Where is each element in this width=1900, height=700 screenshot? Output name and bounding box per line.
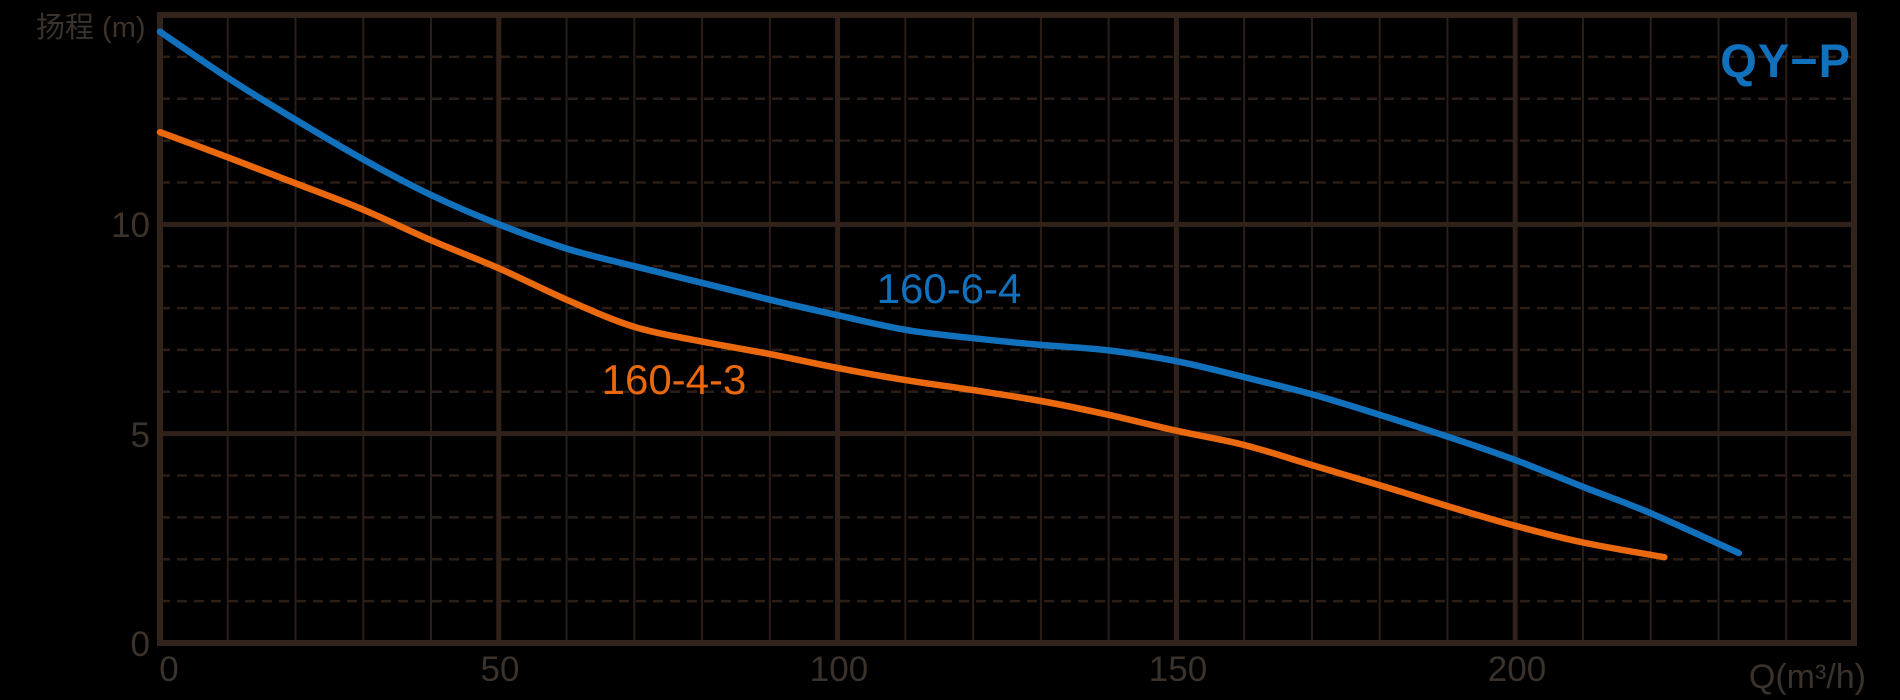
- grid-lines: [160, 15, 1854, 643]
- x-tick-0: 0: [159, 650, 178, 689]
- x-tick-50: 50: [481, 650, 520, 689]
- curve-layer: [156, 28, 1743, 561]
- x-tick-150: 150: [1149, 650, 1207, 689]
- curve-160-6-4: [156, 28, 1743, 557]
- y-tick-10: 10: [111, 206, 150, 245]
- chart-title: QY−P: [1720, 34, 1851, 87]
- x-tick-200: 200: [1488, 650, 1546, 689]
- series-label-160-4-3: 160-4-3: [602, 356, 747, 403]
- x-tick-100: 100: [810, 650, 868, 689]
- series-label-160-6-4: 160-6-4: [877, 265, 1022, 312]
- y-tick-5: 5: [131, 416, 150, 455]
- y-tick-0: 0: [131, 625, 150, 664]
- curve-160-4-3: [156, 128, 1668, 561]
- x-axis-title: Q(m³/h): [1749, 658, 1866, 696]
- y-axis-title: 扬程 (m): [36, 11, 146, 44]
- plot-border: [157, 12, 1857, 646]
